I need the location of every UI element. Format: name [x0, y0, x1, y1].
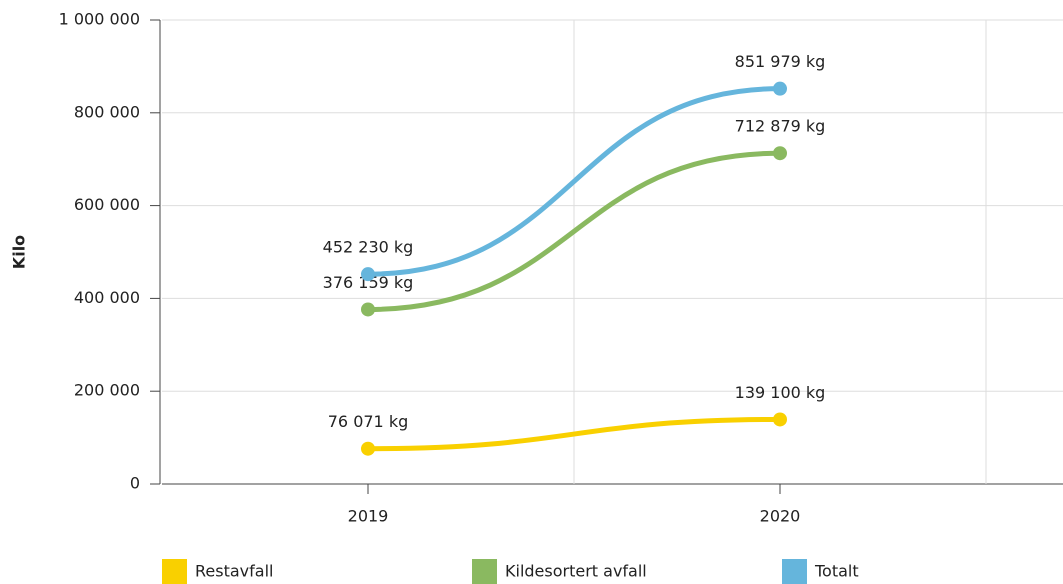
- x-tick-label: 2020: [760, 507, 801, 526]
- series-line: [367, 86, 781, 277]
- y-tick-label: 400 000: [74, 288, 140, 307]
- data-point: [773, 81, 787, 96]
- data-label: 139 100 kg: [735, 383, 826, 402]
- y-tick-label: 800 000: [74, 102, 140, 121]
- series-line: [367, 416, 781, 452]
- series-line: [367, 150, 781, 312]
- data-point: [361, 267, 375, 282]
- legend-swatch: [782, 559, 807, 584]
- data-point: [773, 146, 787, 161]
- data-label: 76 071 kg: [328, 412, 409, 431]
- data-label: 452 230 kg: [323, 238, 414, 257]
- y-tick-label: 200 000: [74, 381, 140, 400]
- data-label: 851 979 kg: [735, 52, 826, 71]
- x-tick-label: 2019: [348, 507, 389, 526]
- y-tick-label: 600 000: [74, 195, 140, 214]
- legend-swatch: [472, 559, 497, 584]
- data-point: [773, 412, 787, 427]
- legend-label: Kildesortert avfall: [505, 562, 647, 581]
- data-point: [361, 441, 375, 456]
- data-label: 376 159 kg: [323, 273, 414, 292]
- y-tick-label: 1 000 000: [59, 10, 140, 29]
- y-axis-title: Kilo: [10, 235, 29, 269]
- data-label: 712 879 kg: [735, 117, 826, 136]
- y-tick-label: 0: [130, 474, 140, 493]
- data-point: [361, 302, 375, 317]
- legend-swatch: [162, 559, 187, 584]
- legend-label: Totalt: [814, 562, 859, 581]
- legend-label: Restavfall: [195, 562, 273, 581]
